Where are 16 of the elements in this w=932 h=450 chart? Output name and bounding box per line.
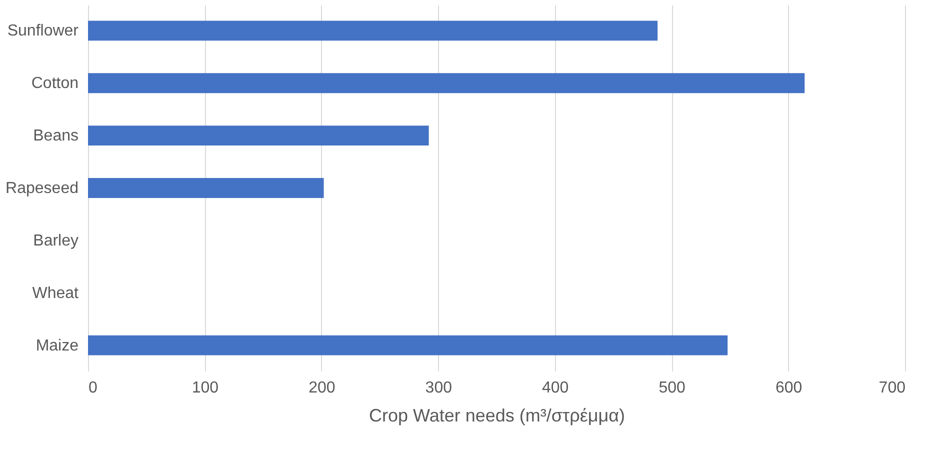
y-tick-label: Wheat	[32, 284, 80, 302]
x-tick-label: 100	[192, 380, 219, 396]
x-tick-label: 400	[542, 380, 569, 396]
y-tick-label: Sunflower	[7, 22, 80, 40]
y-tick-label: Maize	[36, 337, 79, 354]
x-tick-label: 700	[878, 380, 906, 396]
x-tick-label: 300	[425, 380, 452, 396]
y-tick-label: Cotton	[31, 75, 78, 92]
x-tick-label: 200	[308, 380, 336, 396]
x-tick-label: 500	[658, 380, 686, 396]
x-tick-label: 0	[88, 380, 98, 396]
x-axis-title: Crop Water needs (m³/στρέμμα)	[368, 406, 626, 426]
y-tick-label: Beans	[33, 128, 78, 145]
y-tick-label: Barley	[33, 232, 78, 250]
x-tick-label: 600	[775, 380, 802, 396]
y-tick-label: Rapeseed	[6, 180, 78, 197]
